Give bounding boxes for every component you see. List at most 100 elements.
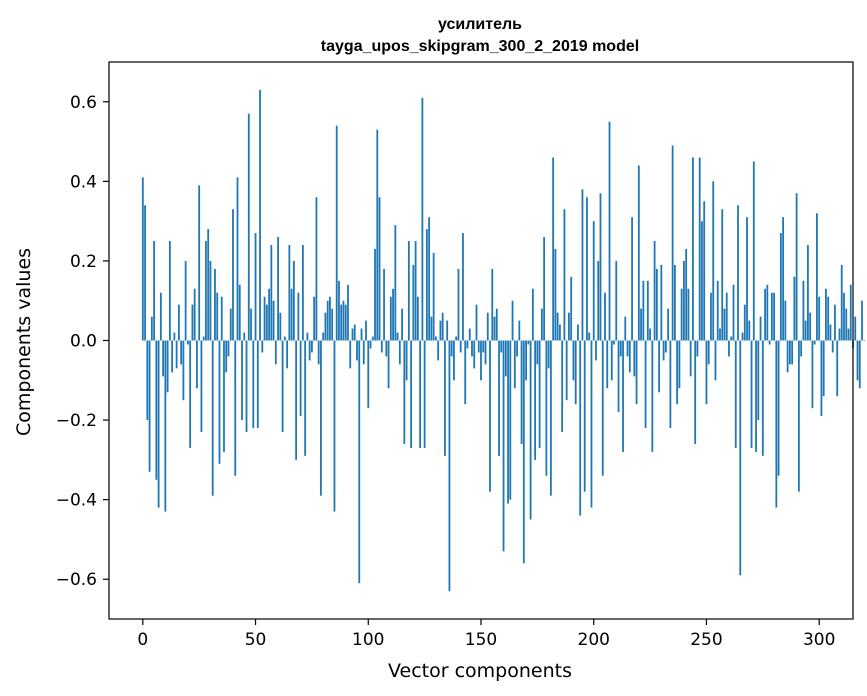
- bar: [177, 304, 180, 341]
- bar: [371, 336, 374, 341]
- bar: [570, 276, 573, 341]
- bar: [732, 284, 735, 341]
- bar: [252, 340, 255, 429]
- bar: [184, 260, 187, 341]
- bar: [218, 340, 221, 464]
- bar: [838, 328, 841, 341]
- bar: [331, 308, 334, 341]
- bar: [250, 308, 252, 341]
- bar: [561, 340, 564, 433]
- bar: [834, 304, 836, 341]
- bar: [714, 340, 717, 381]
- y-tick-label: 0.2: [70, 252, 97, 272]
- bar: [800, 340, 803, 357]
- bar: [189, 340, 192, 448]
- bar: [437, 340, 440, 361]
- bar: [198, 185, 201, 341]
- bar: [786, 340, 789, 373]
- bar: [290, 288, 293, 341]
- x-tick-label: 300: [803, 630, 835, 650]
- bar: [608, 121, 611, 341]
- bar: [779, 233, 782, 341]
- bar: [466, 340, 469, 349]
- bar: [635, 340, 638, 405]
- bar: [628, 340, 631, 373]
- bar: [283, 336, 286, 341]
- bar: [229, 308, 232, 341]
- y-tick-label: 0.6: [70, 93, 97, 113]
- y-axis: −0.6 −0.4 −0.2 0.0 0.2 0.4 0.6: [56, 93, 109, 590]
- bar: [755, 340, 757, 452]
- bar: [297, 292, 300, 341]
- bar: [180, 340, 183, 365]
- bar: [696, 340, 699, 357]
- bar: [498, 340, 500, 456]
- bar: [694, 340, 697, 444]
- bar: [299, 340, 302, 417]
- bar: [277, 237, 279, 341]
- bar: [504, 340, 507, 377]
- bar: [225, 340, 228, 373]
- bar: [863, 340, 866, 341]
- bar: [326, 300, 329, 341]
- bar: [809, 312, 812, 341]
- bar: [455, 336, 458, 341]
- bar: [491, 268, 494, 341]
- bar: [829, 324, 832, 341]
- bar: [734, 340, 737, 448]
- bar: [439, 320, 442, 341]
- bar: [173, 332, 176, 341]
- bar: [191, 304, 194, 341]
- y-tick-label: 0.4: [70, 172, 97, 192]
- bar: [344, 304, 347, 341]
- bar: [164, 340, 167, 512]
- bar: [500, 340, 503, 353]
- bar: [518, 320, 521, 341]
- bar: [707, 340, 710, 365]
- bar: [453, 340, 455, 381]
- bar: [155, 340, 158, 480]
- bar: [683, 260, 685, 341]
- bar: [144, 205, 146, 341]
- bar: [349, 340, 352, 369]
- bar: [788, 340, 791, 365]
- bar: [338, 280, 340, 341]
- y-tick-label: −0.4: [56, 491, 97, 511]
- bar: [414, 241, 417, 341]
- bar: [646, 280, 649, 341]
- bar: [202, 336, 205, 341]
- chart-title: усилитель: [438, 16, 522, 33]
- bar: [425, 229, 428, 341]
- bar: [529, 340, 532, 520]
- bar: [716, 280, 719, 341]
- bar: [367, 340, 370, 409]
- bar: [175, 340, 178, 369]
- bar: [543, 237, 546, 341]
- bar: [590, 340, 593, 508]
- bar: [563, 209, 566, 341]
- bar: [392, 288, 394, 341]
- bar: [459, 340, 462, 353]
- bar: [306, 332, 309, 341]
- bar: [168, 241, 171, 341]
- bar: [849, 284, 852, 341]
- y-tick-label: 0.0: [70, 332, 97, 352]
- bar: [784, 300, 787, 341]
- bar: [385, 340, 388, 357]
- bars-group: [141, 89, 866, 592]
- bar: [531, 288, 534, 341]
- bar: [710, 292, 712, 341]
- bar: [335, 125, 338, 341]
- bar: [827, 296, 830, 341]
- bar: [358, 340, 361, 584]
- bar: [351, 328, 354, 341]
- x-axis-label: Vector components: [388, 660, 572, 682]
- bar: [157, 340, 160, 508]
- bar: [473, 340, 476, 369]
- bar: [549, 340, 552, 496]
- bar: [403, 340, 406, 444]
- bar: [761, 340, 764, 456]
- bar: [288, 245, 291, 341]
- bar: [559, 324, 561, 341]
- bar: [804, 320, 807, 341]
